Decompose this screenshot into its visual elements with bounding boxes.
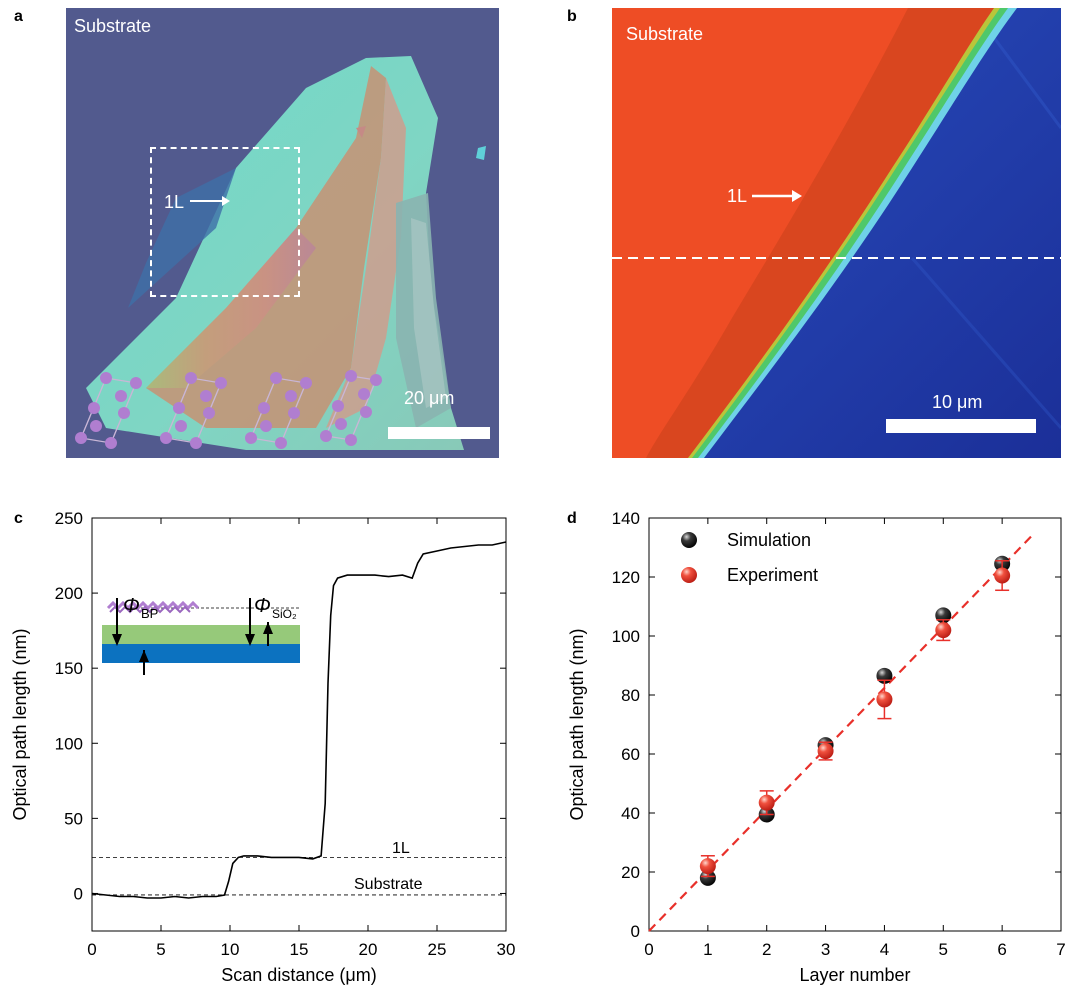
d-y-tick-label: 100 [612,627,640,646]
c-x-tick-label: 20 [359,940,378,959]
legend-label-experiment: Experiment [727,565,818,585]
experiment-point [699,858,716,875]
substrate-label-b: Substrate [626,24,704,44]
d-x-tick-label: 4 [880,940,889,959]
c-y-tick-label: 50 [64,809,83,828]
c-x-tick-label: 15 [290,940,309,959]
d-plot-frame [648,517,1062,932]
scale-label-a: 20 μm [404,388,455,408]
c-y-axis-label: Optical path length (nm) [10,628,30,820]
scale-label-b: 10 μm [932,392,983,412]
layer-label-b: 1L [727,186,748,206]
experiment-point [935,622,952,639]
c-y-tick-label: 250 [55,509,83,528]
layer-label-a: 1L [164,192,185,212]
bp-chain-icon [106,600,200,614]
phi-bp-symbol: Φ [123,595,140,617]
bp-lattice-illustration [75,370,382,449]
legend-marker-experiment [681,567,697,583]
d-y-tick-label: 0 [631,922,640,941]
si-layer [102,644,300,663]
phi-bp-subscript: BP [141,606,158,621]
beam-arrows-sio2 [245,598,273,646]
simulation-point [699,869,716,886]
d-y-tick-label: 60 [621,745,640,764]
d-y-tick-label: 20 [621,863,640,882]
c-x-tick-label: 5 [156,940,165,959]
d-x-tick-label: 5 [939,940,948,959]
ref-label-substrate: Substrate [354,876,423,893]
scale-bar-a [388,427,490,439]
d-x-axis-label: Layer number [799,965,910,985]
d-y-tick-label: 140 [612,509,640,528]
d-x-tick-label: 3 [821,940,830,959]
experiment-point [876,691,893,708]
c-y-tick-label: 200 [55,584,83,603]
legend-label-simulation: Simulation [727,530,811,550]
panel-c-letter: c [14,510,23,527]
c-y-tick-label: 150 [55,659,83,678]
optical-path-profile-line [91,541,507,899]
phi-sio2-symbol: Φ [254,595,271,617]
micrograph-a [66,8,499,458]
panel-d-letter: d [567,510,577,527]
d-y-tick-label: 80 [621,686,640,705]
c-y-tick-label: 100 [55,734,83,753]
d-x-tick-label: 1 [703,940,712,959]
d-y-tick-label: 120 [612,568,640,587]
d-x-tick-label: 6 [997,940,1006,959]
c-x-tick-label: 10 [221,940,240,959]
d-y-tick-label: 40 [621,804,640,823]
c-x-axis-label: Scan distance (μm) [221,965,376,985]
micrograph-b [612,8,1061,458]
d-y-axis-label: Optical path length (nm) [567,628,587,820]
beam-arrows-bp [112,598,149,675]
experiment-point [817,743,834,760]
d-x-tick-label: 7 [1056,940,1065,959]
d-x-tick-label: 2 [762,940,771,959]
panel-b-letter: b [567,8,577,25]
c-x-tick-label: 30 [497,940,516,959]
experiment-point [994,567,1011,584]
zoom-region-box [150,147,300,297]
legend-marker-simulation [681,532,697,548]
substrate-label-a: Substrate [74,16,152,36]
c-y-tick-label: 0 [74,884,83,903]
ref-label-1l: 1L [392,840,410,857]
d-x-tick-label: 0 [644,940,653,959]
arrow-right-icon [752,190,802,202]
c-x-tick-label: 25 [428,940,447,959]
experiment-point [758,794,775,811]
c-x-tick-label: 0 [87,940,96,959]
panel-a-letter: a [14,8,23,25]
scale-bar-b [886,419,1036,433]
phi-sio2-subscript: SiO₂ [272,607,297,621]
measurement-inset: Φ BP Φ SiO₂ [102,595,300,675]
arrow-right-icon [190,196,230,206]
